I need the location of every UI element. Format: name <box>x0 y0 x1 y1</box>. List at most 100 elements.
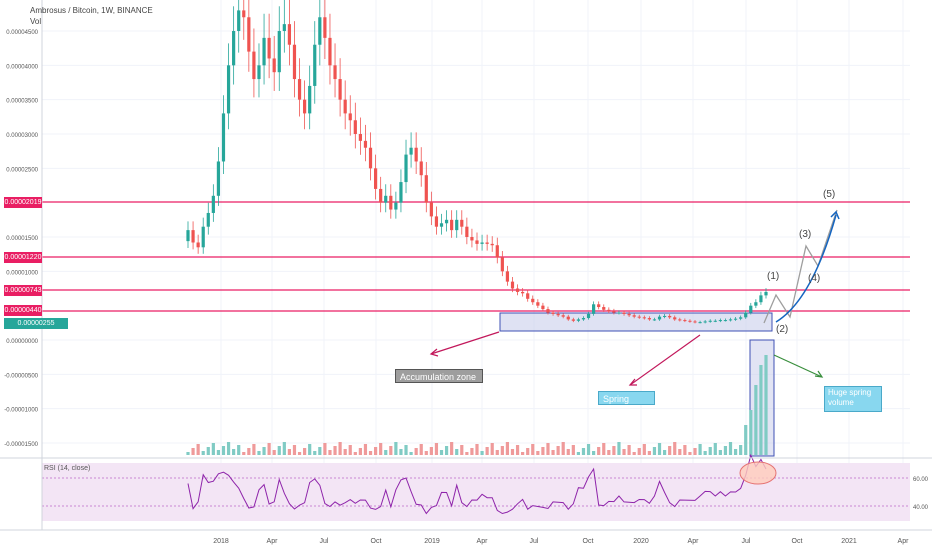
y-tick-label: 0.00003000 <box>6 133 38 139</box>
volume-bar <box>348 445 352 455</box>
candle-body <box>455 219 459 231</box>
candle-body <box>404 154 408 183</box>
candle-body <box>201 226 205 248</box>
volume-bar <box>515 445 520 455</box>
volume-bar <box>232 449 236 455</box>
volume-bar <box>576 452 581 455</box>
level-label-4: 0.00000440 <box>4 305 42 316</box>
elliott-wave-projection <box>763 209 840 324</box>
volume-bar <box>744 425 748 455</box>
candle-body <box>343 99 347 114</box>
candle-body <box>531 298 535 303</box>
volume-bar <box>546 443 550 455</box>
volume-bar <box>404 445 408 455</box>
candle-body <box>394 202 398 210</box>
volume-bar <box>379 443 383 455</box>
volume-bar <box>607 450 611 455</box>
candle-body <box>713 320 717 322</box>
volume-bar <box>363 444 368 455</box>
volume-bar <box>627 445 631 455</box>
y-tick-label: 0.00003500 <box>6 99 38 105</box>
candle-body <box>627 313 631 316</box>
volume-bar <box>287 449 292 455</box>
x-tick-label: Jul <box>742 538 751 545</box>
candle-body <box>495 245 499 258</box>
candle-body <box>373 168 378 189</box>
x-tick-label: Apr <box>688 538 700 545</box>
volume-bar <box>206 447 210 455</box>
chart-title: Ambrosus / Bitcoin, 1W, BINANCE <box>30 6 153 15</box>
accumulation-zone-box <box>499 312 773 332</box>
volume-bar <box>739 445 743 455</box>
volume-bar <box>434 443 439 455</box>
x-tick-label: Jul <box>530 538 539 545</box>
volume-bar <box>262 447 266 455</box>
volume-bar <box>698 444 702 455</box>
candle-body <box>444 219 449 224</box>
volume-bar <box>384 450 388 455</box>
volume-bar <box>343 449 347 455</box>
volume-bar <box>439 450 444 455</box>
volume-bar <box>333 446 337 455</box>
volume-bar <box>308 444 312 455</box>
candle-body <box>581 318 586 320</box>
candle-body <box>267 37 271 59</box>
volume-bar <box>526 448 530 455</box>
level-label-1: 0.00002019 <box>4 197 42 208</box>
y-tick-label: 0.00004000 <box>6 64 38 70</box>
candle-body <box>546 309 550 313</box>
candle-body <box>439 223 444 227</box>
y-tick-label: -0.00001000 <box>4 408 38 414</box>
candle-body <box>612 311 616 313</box>
wave-2-label: (2) <box>776 324 789 335</box>
candle-body <box>708 320 712 322</box>
candle-body <box>698 322 702 324</box>
candle-body <box>221 113 226 162</box>
volume-bar <box>424 451 428 455</box>
candle-body <box>617 312 621 314</box>
candle-body <box>515 288 520 292</box>
volume-bar <box>409 452 413 455</box>
volume-bar <box>652 447 657 455</box>
y-tick-label: 0.00001000 <box>6 270 38 276</box>
volume-bar <box>556 446 560 455</box>
chart-grid <box>42 0 910 521</box>
volume-bar <box>657 443 662 455</box>
x-tick-label: Apr <box>267 538 279 545</box>
volume-bar <box>647 451 651 455</box>
candle-body <box>521 291 525 294</box>
candle-body <box>728 319 733 321</box>
candle-body <box>632 315 636 317</box>
volume-bar <box>216 450 221 455</box>
volume-bar <box>495 450 499 455</box>
candle-body <box>226 65 231 114</box>
volume-bar <box>566 449 570 455</box>
volume-bar <box>272 450 276 455</box>
rsi-label: RSI (14, close) <box>44 465 91 472</box>
candle-body <box>657 316 662 320</box>
candle-body <box>216 161 221 196</box>
volume-bar <box>399 449 403 455</box>
volume-bar <box>749 410 753 455</box>
candle-body <box>313 44 317 86</box>
candle-body <box>678 319 682 321</box>
candle-body <box>490 243 494 246</box>
candlesticks <box>186 0 768 324</box>
volume-bar <box>211 443 215 455</box>
candle-body <box>571 319 575 321</box>
volume-bar <box>303 448 307 455</box>
candle-body <box>348 113 352 121</box>
volume-bar <box>759 365 763 455</box>
volume-bar <box>444 446 449 455</box>
volume-bar <box>485 447 489 455</box>
candle-body <box>328 37 332 66</box>
volume-bar <box>602 443 606 455</box>
candle-body <box>561 315 565 317</box>
candle-body <box>196 242 200 248</box>
candle-body <box>247 17 251 52</box>
wave-3-label: (3) <box>799 229 812 240</box>
volume-bar <box>581 448 586 455</box>
candle-body <box>358 134 362 141</box>
candle-body <box>363 140 368 148</box>
